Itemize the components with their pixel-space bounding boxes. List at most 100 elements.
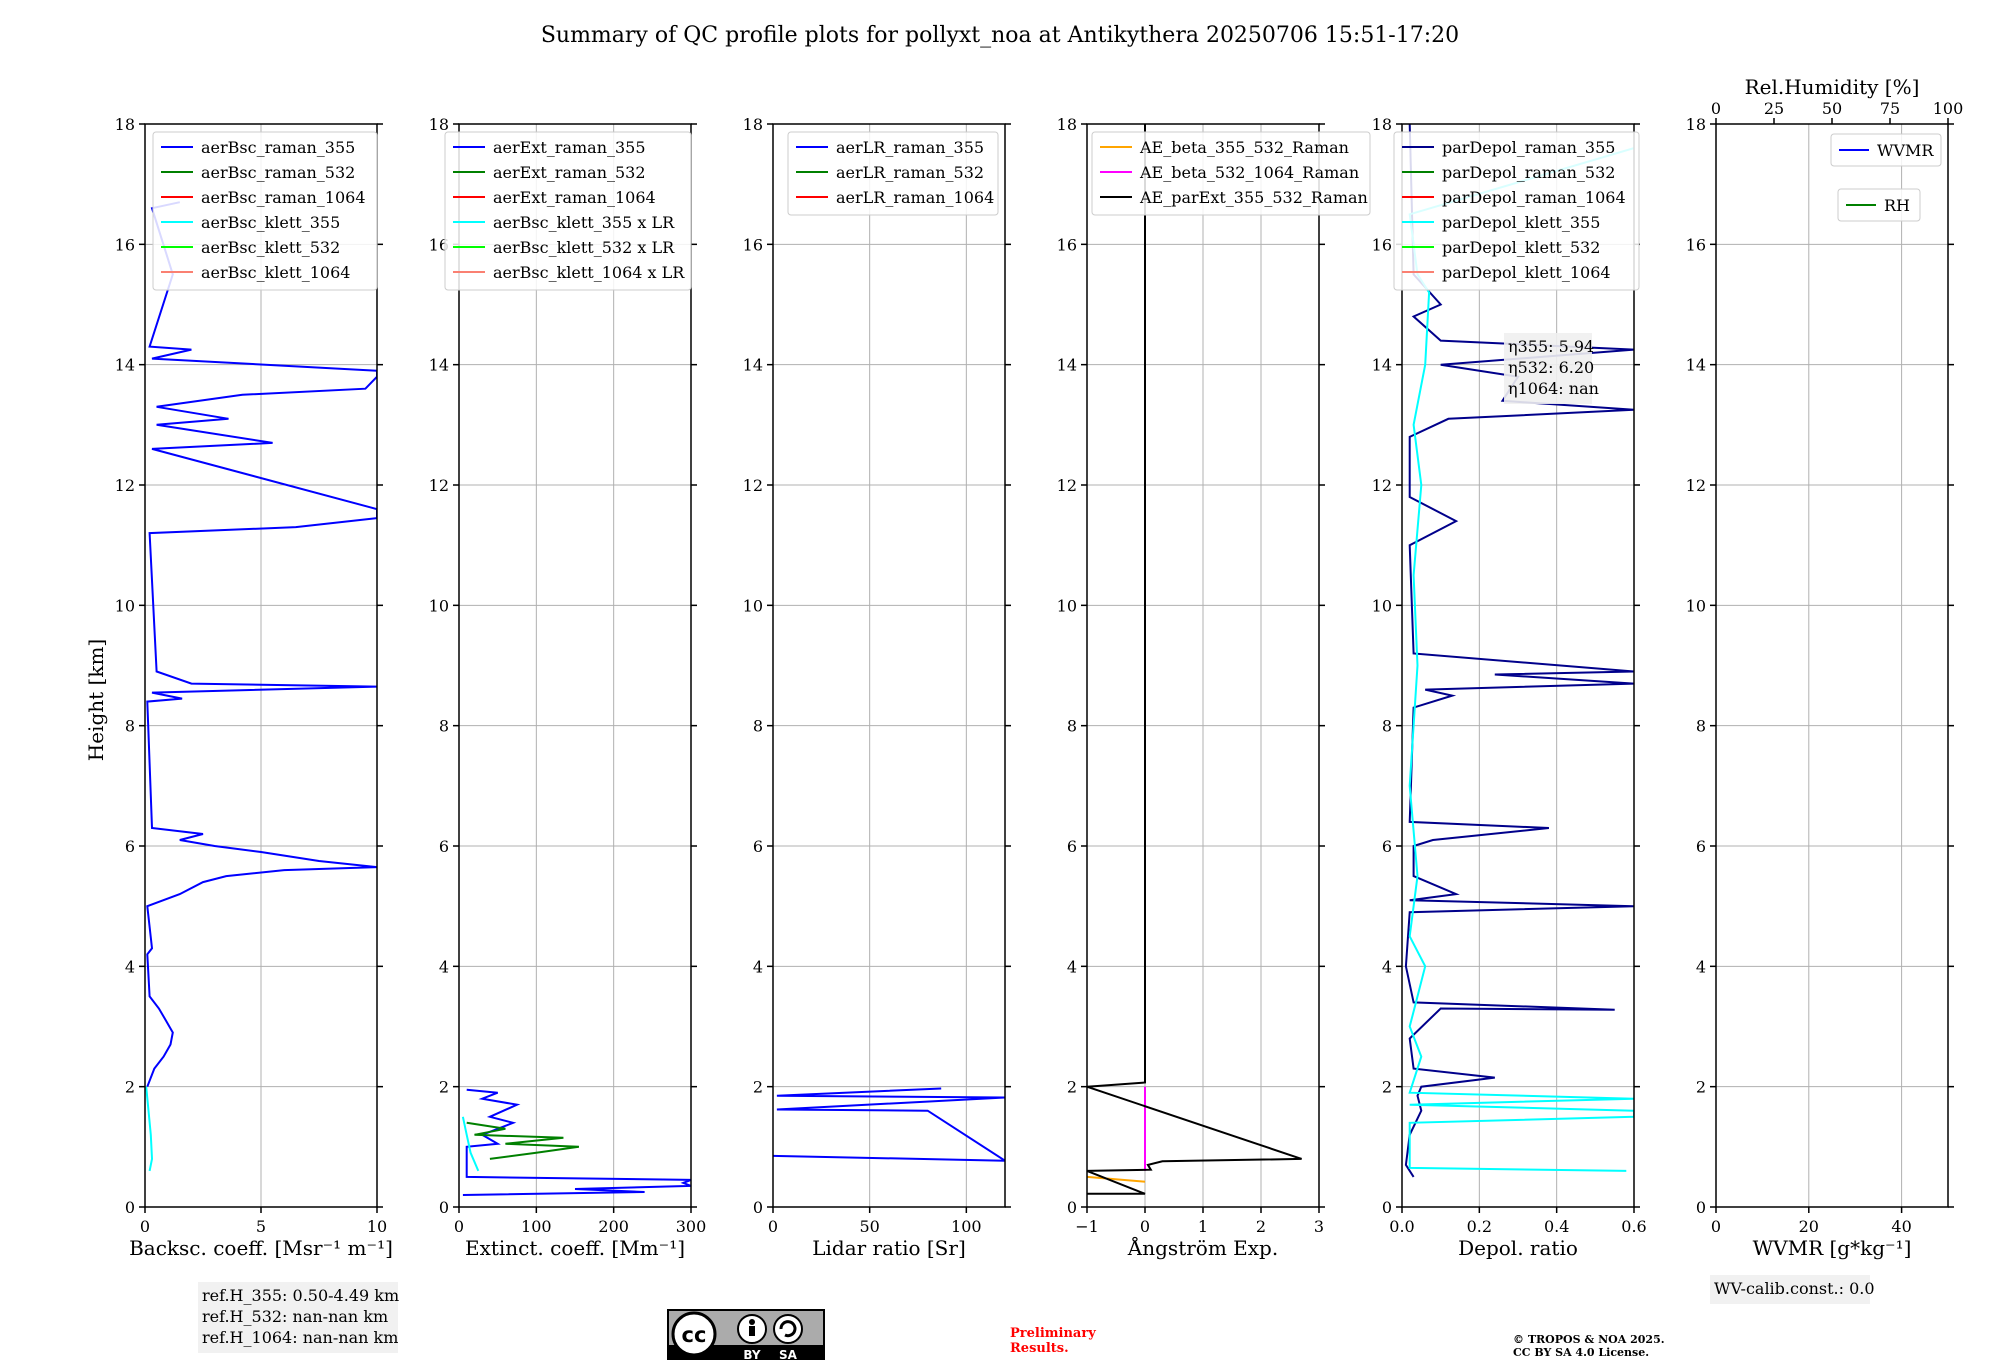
y-tick-label: 14 <box>1686 356 1706 375</box>
legend-label: aerBsc_klett_1064 x LR <box>493 263 685 282</box>
axes-frame <box>772 123 1006 1208</box>
y-tick-label: 10 <box>1372 596 1392 615</box>
x2-tick-label: 100 <box>1933 99 1964 118</box>
y-tick-label: 2 <box>1382 1078 1392 1097</box>
y-tick-label: 16 <box>1686 235 1706 254</box>
legend-label: aerBsc_klett_355 x LR <box>493 213 675 232</box>
series-line-AE_beta_355_532_Raman <box>1087 1175 1146 1183</box>
legend-label: aerBsc_raman_355 <box>201 138 355 157</box>
axes-frame <box>458 123 692 1208</box>
copyright-line-2: CC BY SA 4.0 License. <box>1513 1346 1649 1359</box>
legend-label: aerBsc_klett_355 <box>201 213 340 232</box>
annotation-box <box>198 1282 398 1353</box>
annotation-box <box>1504 333 1592 404</box>
annotation-box <box>1710 1275 1870 1304</box>
x-tick-label: 0 <box>140 1217 150 1236</box>
y-tick-label: 18 <box>429 115 449 134</box>
panel-1: 0 5 10 0 2 4 6 8 10 12 14 16 18 Backsc. coeff. [Msr⁻¹… <box>115 115 399 1353</box>
by-person-head <box>749 1319 755 1325</box>
y-tick-label: 12 <box>429 476 449 495</box>
series-line-aerExt_raman_532 <box>466 1121 580 1160</box>
x2-tick-label: 75 <box>1880 99 1900 118</box>
y-tick-label: 18 <box>1686 115 1706 134</box>
x-tick-label: 10 <box>367 1217 387 1236</box>
figure-title: Summary of QC profile plots for pollyxt_… <box>541 23 1459 48</box>
legend-label: aerBsc_raman_532 <box>201 163 355 182</box>
y-tick-label: 14 <box>115 356 135 375</box>
x-axis-label: Ångström Exp. <box>1127 1235 1278 1260</box>
y-tick-label: 10 <box>429 596 449 615</box>
x-tick-label: 5 <box>256 1217 266 1236</box>
y-tick-label: 16 <box>429 235 449 254</box>
legend-label: RH <box>1884 196 1910 215</box>
cc-logo-icon <box>671 1311 717 1357</box>
y-tick-label: 14 <box>743 356 763 375</box>
x-tick-label: 200 <box>598 1217 629 1236</box>
legend-label: aerExt_raman_532 <box>493 163 646 182</box>
x2-tick-label: 25 <box>1764 99 1784 118</box>
series-line-parDepol_klett_355 <box>1408 147 1634 1172</box>
y-tick-label: 14 <box>1372 356 1392 375</box>
legend-box <box>1091 131 1371 216</box>
y-axis-label: Height [km] <box>84 639 108 761</box>
x-tick-label: 0 <box>1711 1217 1721 1236</box>
y-tick-label: 18 <box>1372 115 1392 134</box>
legend-label: parDepol_raman_1064 <box>1442 188 1626 207</box>
y-tick-label: 8 <box>1696 717 1706 736</box>
legend-label: aerExt_raman_1064 <box>493 188 656 207</box>
legend-box <box>152 131 378 291</box>
annotation-text: η355: 5.94 <box>1508 337 1594 356</box>
x-tick-label: 100 <box>951 1217 982 1236</box>
y-tick-label: 6 <box>1067 837 1077 856</box>
series-line-aerBsc_raman_355 <box>146 201 377 1088</box>
y-tick-label: 4 <box>125 957 135 976</box>
x-tick-label: 0.0 <box>1389 1217 1414 1236</box>
cc-sa-text: SA <box>779 1348 798 1360</box>
y-tick-label: 18 <box>1057 115 1077 134</box>
y-tick-label: 2 <box>753 1078 763 1097</box>
y-tick-label: 10 <box>743 596 763 615</box>
y-tick-label: 0 <box>1382 1198 1392 1217</box>
y-tick-label: 10 <box>1057 596 1077 615</box>
x-tick-label: 0.4 <box>1544 1217 1569 1236</box>
series-line-aerBsc_klett_355 x LR <box>461 1116 480 1172</box>
legend-label: parDepol_klett_1064 <box>1442 263 1611 282</box>
legend-label: AE_beta_532_1064_Raman <box>1139 163 1359 182</box>
legend-label: aerExt_raman_355 <box>493 138 646 157</box>
y-tick-label: 16 <box>1372 235 1392 254</box>
y-tick-label: 12 <box>1372 476 1392 495</box>
panel-3: 0 50 100 0 2 4 6 8 10 12 14 16 18 Lidar ratio [Sr] aer… <box>743 115 1011 1260</box>
legend-box <box>444 131 692 291</box>
panel-2: 0 100 200 300 0 2 4 6 8 10 12 14 16 18 Extinct. coeff.… <box>429 115 707 1260</box>
annotation-text: ref.H_355: 0.50-4.49 km <box>202 1286 399 1305</box>
x2-axis-label: Rel.Humidity [%] <box>1745 75 1920 99</box>
x-tick-label: 100 <box>521 1217 552 1236</box>
y-tick-label: 6 <box>125 837 135 856</box>
x-axis-label: Depol. ratio <box>1458 1236 1578 1260</box>
x-tick-label: 0 <box>768 1217 778 1236</box>
legend-box <box>1393 131 1640 291</box>
series-line-aerLR_raman_355 <box>773 1087 1005 1162</box>
legend-label: aerBsc_klett_532 x LR <box>493 238 675 257</box>
y-tick-label: 10 <box>115 596 135 615</box>
y-tick-label: 16 <box>115 235 135 254</box>
y-tick-label: 6 <box>1382 837 1392 856</box>
legend-label: parDepol_raman_355 <box>1442 138 1615 157</box>
y-tick-label: 12 <box>1686 476 1706 495</box>
footer: cc BY SA Preliminary Results. © TROPOS &… <box>667 1309 1665 1360</box>
by-person-body <box>749 1326 755 1336</box>
x-tick-label: 0 <box>454 1217 464 1236</box>
series-line-aerExt_raman_355 <box>462 1088 691 1196</box>
legend-label: AE_parExt_355_532_Raman <box>1139 188 1368 207</box>
annotation-text: WV-calib.const.: 0.0 <box>1714 1279 1875 1298</box>
x2-tick-label: 0 <box>1711 99 1721 118</box>
y-tick-label: 8 <box>1067 717 1077 736</box>
legend-label: aerLR_raman_1064 <box>836 188 994 207</box>
x-tick-label: 40 <box>1891 1217 1911 1236</box>
legend-label: aerLR_raman_355 <box>836 138 984 157</box>
y-tick-label: 0 <box>125 1198 135 1217</box>
y-tick-label: 6 <box>1696 837 1706 856</box>
panel-6: 0 20 40 0 2 4 6 8 10 12 14 16 18 WVMR [g*kg⁻¹] 0 25 50 75… <box>1686 75 1964 1304</box>
